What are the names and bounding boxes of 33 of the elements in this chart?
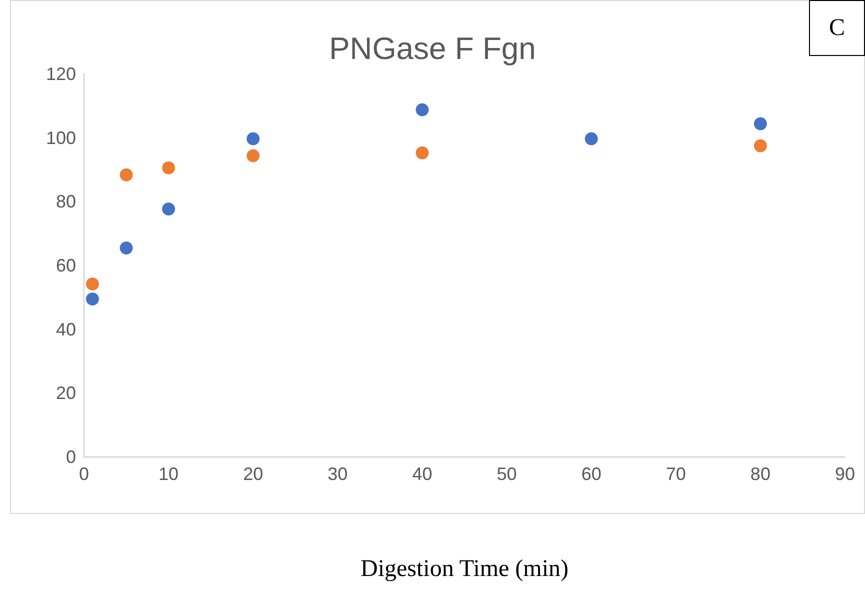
x-tick-label: 80	[750, 464, 770, 484]
x-tick-label: 50	[496, 464, 517, 484]
y-tick-label: 120	[46, 64, 76, 84]
x-tick-label: 20	[243, 464, 264, 484]
point	[86, 278, 99, 291]
x-axis-title: Digestion Time (min)	[360, 556, 569, 582]
point	[162, 202, 176, 216]
x-tick-label: 10	[158, 464, 179, 484]
y-tick-label: 60	[56, 256, 76, 276]
point	[584, 132, 598, 146]
point	[416, 103, 429, 116]
chart-title: PNGase F Fgn	[329, 31, 536, 66]
point	[246, 132, 260, 146]
point	[162, 161, 176, 174]
point	[246, 149, 260, 162]
x-tick-label: 70	[666, 464, 686, 484]
x-tick-label: 40	[412, 464, 432, 484]
y-tick-label: 80	[56, 192, 76, 212]
point	[86, 292, 99, 306]
x-tick-label: 60	[581, 464, 602, 484]
x-tick-label: 30	[328, 464, 348, 484]
point	[416, 146, 429, 160]
point	[120, 168, 133, 182]
point	[754, 139, 767, 152]
y-tick-label: 40	[56, 319, 76, 340]
y-tick-label: 0	[66, 447, 76, 467]
text: C	[828, 15, 846, 41]
point	[754, 117, 767, 130]
y-tick-label: 100	[46, 128, 76, 148]
y-tick-label: 20	[56, 383, 76, 404]
point	[120, 241, 133, 254]
x-tick-label: 90	[834, 464, 856, 484]
x-tick-label: 0	[78, 464, 90, 484]
